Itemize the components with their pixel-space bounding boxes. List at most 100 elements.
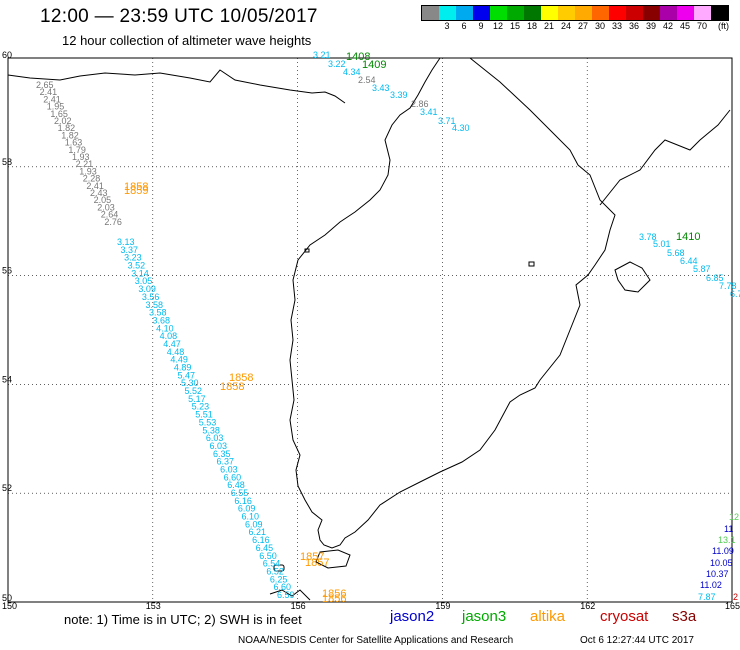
- wave-height-label: 2.05: [94, 195, 112, 205]
- wave-height-label: 5.87: [693, 264, 711, 274]
- wave-height-label: 5.30: [181, 378, 199, 388]
- legend-swatch: [609, 6, 626, 20]
- wave-height-label: 6.21: [249, 527, 267, 537]
- wave-height-label: 2.02: [54, 116, 72, 126]
- wave-height-label: 2.03: [97, 202, 115, 212]
- wave-height-label: 3.71: [438, 116, 456, 126]
- legend-label: 12: [492, 21, 504, 31]
- wave-height-label: 2.64: [101, 210, 119, 220]
- legend-swatch: [439, 6, 456, 20]
- small-island-1: [528, 261, 535, 267]
- small-island-2: [304, 248, 310, 253]
- legend-label: 9: [478, 21, 484, 31]
- legend-swatch: [575, 6, 592, 20]
- wave-height-label: 3.23: [124, 253, 142, 263]
- lon-label: 162: [580, 601, 595, 611]
- wave-height-label: 5.01: [653, 239, 671, 249]
- wave-height-label: 4.47: [163, 339, 181, 349]
- wave-height-label: 5.17: [188, 394, 206, 404]
- wave-height-label: 2.86: [411, 99, 429, 109]
- lat-label: 50: [2, 593, 12, 603]
- wave-height-label: 3.13: [117, 237, 135, 247]
- legend-unit: (ft): [718, 21, 729, 31]
- karaginsky-island: [614, 261, 651, 293]
- wave-height-label: 4.30: [452, 123, 470, 133]
- legend-jason3: jason3: [462, 608, 507, 625]
- legend-swatch: [541, 6, 558, 20]
- wave-height-label: 11.02: [700, 580, 722, 590]
- wave-height-label: 3.05: [135, 276, 153, 286]
- wave-height-label: 2.21: [76, 159, 94, 169]
- wave-height-label: 2.41: [40, 87, 58, 97]
- wave-height-label: 6.37: [217, 457, 235, 467]
- wave-height-label: 10.37: [706, 569, 729, 579]
- wave-height-label: 4.48: [167, 347, 185, 357]
- kamchatka-coastline: [289, 57, 616, 549]
- legend-label: 15: [509, 21, 521, 31]
- kamchatka-east-coast: [599, 109, 731, 206]
- legend-swatch: [558, 6, 575, 20]
- wave-height-label: 6.54: [263, 559, 281, 569]
- wave-height-label: 3.78: [639, 232, 657, 242]
- small-island-3: [273, 564, 285, 572]
- wave-height-label: 3.14: [131, 268, 149, 278]
- pass-time-label: 1409: [362, 59, 386, 71]
- chart-subtitle: 12 hour collection of altimeter wave hei…: [62, 33, 312, 48]
- wave-height-label: 5.23: [192, 402, 210, 412]
- legend-label: 21: [543, 21, 555, 31]
- legend-swatch: [473, 6, 490, 20]
- wave-height-label: 3.22: [328, 59, 346, 69]
- wave-height-label: 5.38: [202, 425, 220, 435]
- lon-label: 156: [291, 601, 306, 611]
- legend-altika: altika: [530, 608, 566, 625]
- footer-note: note: 1) Time is in UTC; 2) SWH is in fe…: [64, 612, 302, 627]
- wave-height-label: 6.55: [231, 488, 249, 498]
- chart-title: 12:00 — 23:59 UTC 10/05/2017: [40, 6, 318, 27]
- legend-swatch: [490, 6, 507, 20]
- wave-height-label: 11.09: [712, 546, 734, 556]
- wave-height-label: 3.43: [372, 83, 390, 93]
- wave-height-label: 3.39: [390, 90, 408, 100]
- pass-time-label: 1859: [124, 185, 148, 197]
- wave-height-label: 2.28: [83, 174, 101, 184]
- wave-height-label: 1.93: [72, 152, 90, 162]
- wave-height-label: 3.56: [142, 292, 160, 302]
- wave-height-label: 2.65: [36, 80, 54, 90]
- wave-height-label: 6.09: [245, 519, 263, 529]
- wave-height-label: 6.60: [273, 582, 291, 592]
- legend-label: 39: [645, 21, 657, 31]
- wave-height-label: 3.09: [138, 284, 156, 294]
- wave-height-label: 6.85: [706, 273, 724, 283]
- wave-height-label: 1.65: [50, 109, 68, 119]
- wave-height-label: 5.47: [177, 370, 195, 380]
- wave-height-label: 5.52: [185, 386, 203, 396]
- wave-height-label: 3.68: [153, 315, 171, 325]
- lat-label: 60: [2, 50, 12, 60]
- wave-height-label: 3.37: [121, 245, 139, 255]
- wave-height-label: 13.1: [718, 535, 736, 545]
- pass-time-label: 1858: [124, 181, 148, 193]
- wave-height-label: 6.44: [680, 256, 698, 266]
- wave-height-label: 6.35: [213, 449, 231, 459]
- graticule: [8, 58, 732, 602]
- lon-label: 159: [435, 601, 450, 611]
- lat-label: 54: [2, 374, 12, 384]
- wave-height-label: 6.03: [209, 441, 227, 451]
- wave-height-label: 6.45: [256, 543, 274, 553]
- color-legend-labels: 3 6 9 12 15 18 21 24 27 30 33 36 39 42 45 70: [421, 21, 740, 33]
- wave-height-label: 2.54: [358, 75, 376, 85]
- legend-label: 24: [560, 21, 572, 31]
- wave-height-label: 5.53: [199, 417, 217, 427]
- color-legend-bar: [421, 5, 729, 21]
- wave-height-label: 6.48: [227, 480, 245, 490]
- pass-time-label: 1856: [322, 588, 346, 600]
- lon-label: 150: [2, 601, 17, 611]
- wave-height-label: 2.76: [104, 217, 122, 227]
- pass-time-label: 1858: [220, 381, 244, 393]
- map-frame: [7, 57, 733, 603]
- lat-label: 56: [2, 266, 12, 276]
- legend-swatch: [677, 6, 694, 20]
- wave-height-label: 12: [729, 512, 739, 522]
- pass-time-label: 1857: [300, 551, 324, 563]
